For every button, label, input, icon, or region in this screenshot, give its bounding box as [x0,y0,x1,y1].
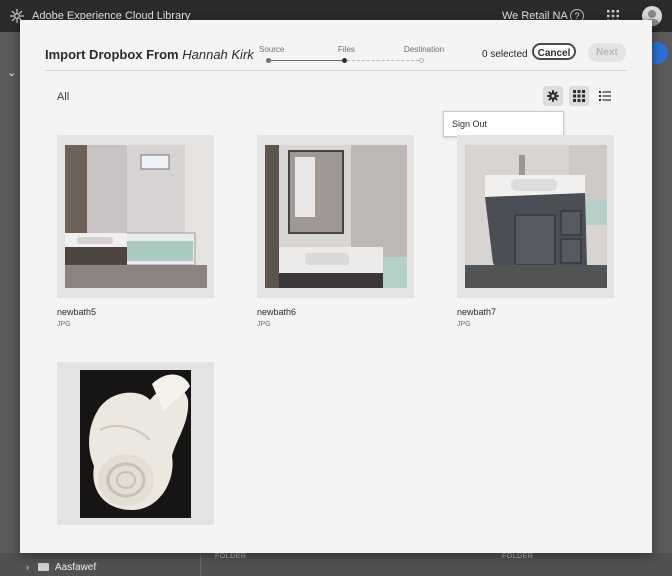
list-view-button[interactable] [595,86,615,106]
chevron-down-icon[interactable]: ⌄ [7,67,17,79]
header-divider [45,70,627,71]
bathroom-tub-vanity-image [65,145,207,288]
app-title: Adobe Experience Cloud Library [32,10,191,22]
settings-button[interactable] [543,86,563,106]
file-type: JPG [457,321,471,328]
selection-count: 0 selected [482,49,528,60]
step-source-label: Source [259,45,285,54]
wizard-steps: Source Files Destination [252,45,452,69]
step-source-dot [266,58,271,63]
gear-icon [547,90,559,102]
type-column-label: FOLDER [502,553,534,560]
folder-tree-item[interactable]: › Aasfawef [26,562,96,573]
import-dialog: Import Dropbox From Hannah Kirk Source F… [20,20,652,553]
grid-view-button[interactable] [569,86,589,106]
divider [200,554,201,576]
account-owner: Hannah Kirk [182,47,254,62]
chevron-right-icon[interactable]: › [26,562,29,572]
dialog-title: Import Dropbox From Hannah Kirk [45,47,254,62]
type-column-label: FOLDER [215,553,247,560]
breadcrumb[interactable]: All [57,91,70,103]
settings-menu: Sign Out [443,111,564,137]
step-destination-label: Destination [404,45,445,54]
file-name: newbath7 [457,307,497,317]
cancel-button[interactable]: Cancel [532,43,576,60]
folder-icon [37,563,49,571]
adobe-logo-icon [10,9,24,23]
list-icon [599,91,611,101]
file-name: newbath5 [57,307,97,317]
dialog-title-text: Import Dropbox From [45,47,179,62]
step-files-dot [342,58,347,63]
file-type: JPG [57,321,71,328]
rolled-white-towels-image [80,370,191,518]
grid-icon [573,90,585,102]
bathroom-vanity-cabinet-image [465,145,607,288]
sign-out-menu-item[interactable]: Sign Out [452,119,488,129]
step-destination-dot [419,58,424,63]
folder-name: Aasfawef [55,562,97,573]
background-file-list: FOLDER FOLDER › Aasfawef [0,553,672,576]
org-switcher[interactable]: We Retail NA [502,10,568,22]
step-connector-pending [347,60,419,61]
step-files-label: Files [338,45,355,54]
file-type: JPG [257,321,271,328]
next-button[interactable]: Next [588,43,626,62]
step-connector-done [271,60,343,61]
file-name: newbath6 [257,307,297,317]
bathroom-mirror-sink-image [265,145,407,288]
